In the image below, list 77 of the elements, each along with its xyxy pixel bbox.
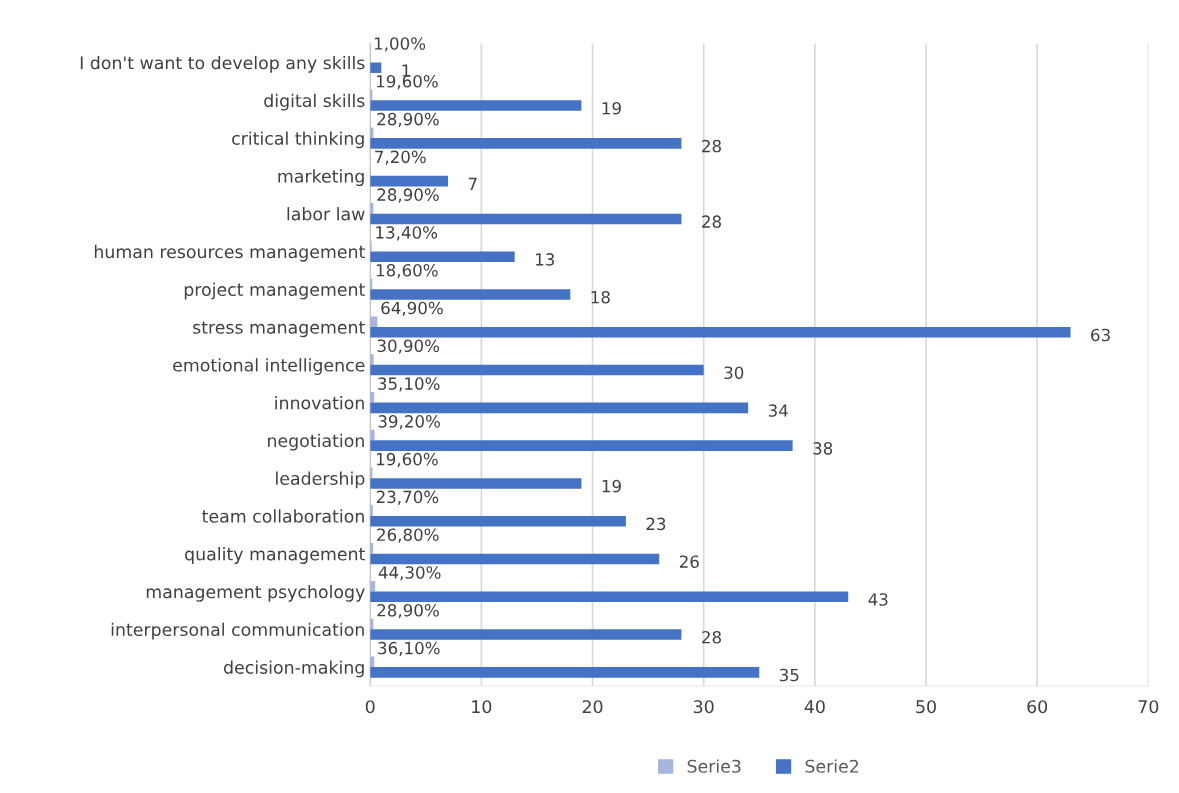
data-label: 19,60%	[376, 75, 438, 90]
bar	[370, 251, 515, 263]
y-tick-label: stress management	[193, 321, 365, 338]
bar	[370, 100, 582, 111]
x-tick-label: 10	[472, 700, 492, 714]
data-label: 23	[646, 517, 666, 531]
x-tick-label: 30	[693, 700, 714, 714]
data-label: 35	[779, 668, 799, 682]
bar	[370, 213, 682, 225]
bar	[370, 591, 849, 603]
data-label: 18	[591, 290, 610, 304]
data-label: 28,90%	[377, 188, 439, 203]
bar	[370, 478, 582, 489]
y-tick-label: management psychology	[146, 584, 365, 602]
bar	[370, 327, 1071, 338]
data-label: 63	[1091, 328, 1110, 342]
y-tick-label: emotional intelligence	[173, 358, 365, 375]
data-label: 39,20%	[378, 415, 440, 430]
bar	[370, 667, 760, 678]
legend-label: Serie2	[805, 759, 859, 773]
x-tick-label: 50	[916, 700, 936, 714]
data-label: 28,90%	[377, 112, 439, 128]
data-label: 19,60%	[376, 452, 438, 468]
data-label: 30,90%	[377, 339, 440, 354]
data-label: 43	[868, 593, 888, 606]
data-label: 44,30%	[378, 566, 441, 581]
data-label: 28	[702, 630, 721, 644]
y-tick-label: project management	[184, 282, 365, 300]
data-label: 36,10%	[378, 641, 440, 657]
y-tick-label: critical thinking	[232, 131, 364, 149]
bar	[370, 629, 682, 640]
bar	[370, 402, 749, 414]
data-label: 23,70%	[376, 490, 439, 505]
y-tick-label: labor law	[287, 207, 365, 221]
y-tick-label: human resources management	[94, 244, 365, 262]
y-tick-label: interpersonal communication	[111, 622, 364, 640]
y-tick-label: leadership	[276, 471, 365, 489]
y-tick-label: digital skills	[264, 93, 365, 111]
x-tick-label: 0	[365, 700, 375, 714]
x-tick-label: 20	[582, 700, 603, 714]
data-label: 30	[724, 366, 744, 380]
data-label: 28	[702, 139, 721, 153]
data-label: 19	[602, 479, 621, 493]
data-label: 35,10%	[378, 377, 440, 392]
data-label: 26	[679, 555, 699, 568]
data-label: 18,60%	[376, 263, 438, 279]
data-label: 7	[468, 177, 477, 190]
data-label: 28,90%	[377, 603, 439, 619]
bar	[370, 515, 626, 527]
bar	[370, 289, 571, 300]
data-label: 1,00%	[374, 37, 426, 52]
legend-label: Serie3	[687, 759, 741, 773]
bar	[370, 138, 682, 149]
data-label: 38	[813, 442, 833, 455]
data-label: 13	[535, 253, 555, 266]
x-tick-label: 60	[1027, 700, 1048, 714]
data-label: 7,20%	[375, 150, 426, 165]
data-label: 19	[602, 101, 621, 115]
bar	[370, 364, 704, 376]
data-label: 13,40%	[376, 226, 438, 241]
y-tick-label: negotiation	[268, 433, 364, 451]
bar	[370, 175, 449, 187]
y-tick-label: quality management	[185, 547, 365, 564]
data-label: 26,80%	[377, 528, 439, 543]
x-tick-label: 40	[804, 700, 825, 714]
bar	[370, 354, 374, 365]
bar	[370, 440, 793, 451]
bar	[370, 553, 660, 565]
y-tick-label: innovation	[275, 395, 364, 410]
y-tick-label: decision-making	[224, 660, 364, 678]
x-tick-label: 70	[1138, 700, 1159, 714]
data-label: 64,90%	[381, 301, 443, 317]
data-label: 34	[768, 404, 788, 417]
y-tick-label: I don't want to develop any skills	[80, 55, 365, 73]
data-label: 28	[702, 215, 721, 228]
y-tick-label: marketing	[278, 169, 364, 187]
y-tick-label: team collaboration	[202, 509, 364, 523]
